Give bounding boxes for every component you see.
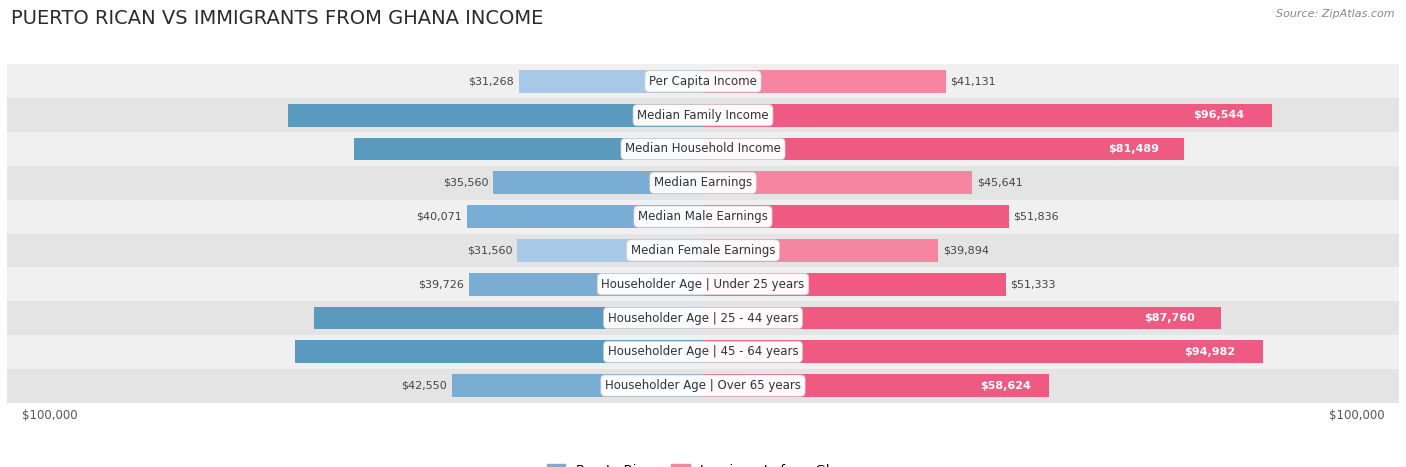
Text: Median Family Income: Median Family Income — [637, 109, 769, 122]
Text: Householder Age | Under 25 years: Householder Age | Under 25 years — [602, 278, 804, 290]
Text: $39,894: $39,894 — [943, 245, 988, 255]
Text: $45,641: $45,641 — [977, 178, 1022, 188]
Text: $100,000: $100,000 — [1329, 409, 1385, 422]
Text: $59,197: $59,197 — [686, 144, 737, 154]
Bar — [494, 171, 703, 194]
Text: $35,560: $35,560 — [443, 178, 488, 188]
Bar — [517, 239, 703, 262]
Text: PUERTO RICAN VS IMMIGRANTS FROM GHANA INCOME: PUERTO RICAN VS IMMIGRANTS FROM GHANA IN… — [11, 9, 544, 28]
Bar — [703, 70, 946, 93]
Text: $41,131: $41,131 — [950, 77, 995, 86]
Text: $70,423: $70,423 — [682, 110, 733, 120]
Text: Source: ZipAtlas.com: Source: ZipAtlas.com — [1277, 9, 1395, 19]
Text: $96,544: $96,544 — [1192, 110, 1244, 120]
Text: Median Male Earnings: Median Male Earnings — [638, 210, 768, 223]
Text: $65,996: $65,996 — [683, 313, 735, 323]
Text: $51,836: $51,836 — [1014, 212, 1059, 222]
Bar — [7, 369, 1399, 403]
Text: $58,624: $58,624 — [980, 381, 1032, 390]
Text: Median Household Income: Median Household Income — [626, 142, 780, 156]
Bar — [7, 267, 1399, 301]
Bar — [7, 234, 1399, 267]
Text: $51,333: $51,333 — [1011, 279, 1056, 289]
Bar — [7, 301, 1399, 335]
Text: $100,000: $100,000 — [21, 409, 77, 422]
Text: $40,071: $40,071 — [416, 212, 463, 222]
Text: Householder Age | Over 65 years: Householder Age | Over 65 years — [605, 379, 801, 392]
Bar — [295, 340, 703, 363]
Bar — [7, 132, 1399, 166]
Text: $87,760: $87,760 — [1144, 313, 1195, 323]
Text: $31,268: $31,268 — [468, 77, 513, 86]
Bar — [519, 70, 703, 93]
Text: Per Capita Income: Per Capita Income — [650, 75, 756, 88]
Bar — [703, 273, 1005, 296]
Bar — [7, 64, 1399, 98]
Bar — [7, 98, 1399, 132]
Bar — [453, 374, 703, 397]
Bar — [7, 166, 1399, 200]
Text: $81,489: $81,489 — [1108, 144, 1160, 154]
Bar — [7, 335, 1399, 369]
Text: $94,982: $94,982 — [1184, 347, 1236, 357]
Text: $42,550: $42,550 — [402, 381, 447, 390]
Bar — [468, 273, 703, 296]
Text: Householder Age | 45 - 64 years: Householder Age | 45 - 64 years — [607, 345, 799, 358]
Text: $31,560: $31,560 — [467, 245, 512, 255]
Bar — [703, 171, 972, 194]
Text: Median Female Earnings: Median Female Earnings — [631, 244, 775, 257]
Bar — [703, 340, 1263, 363]
Bar — [703, 306, 1220, 330]
Text: Householder Age | 25 - 44 years: Householder Age | 25 - 44 years — [607, 311, 799, 325]
Bar — [703, 104, 1272, 127]
Bar — [7, 200, 1399, 234]
Legend: Puerto Rican, Immigrants from Ghana: Puerto Rican, Immigrants from Ghana — [541, 459, 865, 467]
Bar — [703, 137, 1184, 161]
Bar — [354, 137, 703, 161]
Bar — [288, 104, 703, 127]
Bar — [314, 306, 703, 330]
Text: $69,234: $69,234 — [682, 347, 734, 357]
Text: Median Earnings: Median Earnings — [654, 177, 752, 189]
Text: $39,726: $39,726 — [418, 279, 464, 289]
Bar — [703, 239, 938, 262]
Bar — [703, 374, 1049, 397]
Bar — [467, 205, 703, 228]
Bar — [703, 205, 1008, 228]
